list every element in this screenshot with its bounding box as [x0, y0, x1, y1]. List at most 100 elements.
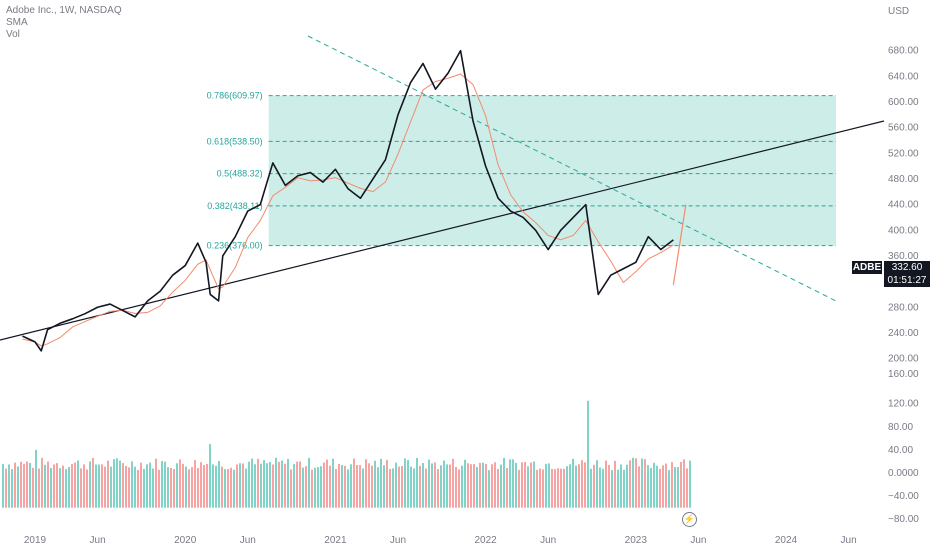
volume-bar [614, 460, 616, 508]
volume-bar [407, 460, 409, 508]
volume-bar [296, 461, 298, 508]
volume-bar [278, 461, 280, 508]
volume-tick-label: 80.00 [888, 422, 913, 433]
volume-bar [317, 467, 319, 508]
volume-bar [581, 460, 583, 508]
volume-bar [485, 463, 487, 508]
volume-bar [482, 462, 484, 508]
volume-bar [569, 464, 571, 508]
volume-bar [164, 461, 166, 508]
volume-bar [668, 470, 670, 508]
time-tick-label: 2021 [324, 535, 347, 546]
volume-bar [20, 461, 22, 508]
volume-bar [107, 460, 109, 508]
volume-bar [461, 465, 463, 508]
volume-bar [302, 467, 304, 508]
countdown: 01:51:27 [887, 275, 927, 286]
volume-bar [314, 467, 316, 508]
volume-bar [392, 468, 394, 508]
volume-bar [284, 463, 286, 508]
volume-bar [242, 463, 244, 508]
volume-bar [374, 460, 376, 508]
volume-tick-label: 120.00 [888, 399, 919, 410]
volume-bar [401, 466, 403, 508]
time-tick-label: Jun [90, 535, 106, 546]
volume-bar [503, 457, 505, 508]
volume-bar [113, 459, 115, 508]
price-value: 332.60 [891, 262, 923, 273]
volume-bar [176, 463, 178, 508]
time-tick-label: 2022 [474, 535, 497, 546]
price-tick-label: 520.00 [888, 148, 919, 159]
volume-bar [32, 467, 34, 508]
volume-bar [650, 467, 652, 508]
volume-bar [359, 465, 361, 508]
volume-bar [287, 458, 289, 508]
trend-line [0, 120, 885, 341]
volume-bar [23, 463, 25, 508]
volume-bar [257, 458, 259, 508]
volume-bar [413, 468, 415, 508]
volume-bar [470, 464, 472, 508]
time-tick-label: 2023 [625, 535, 648, 546]
volume-bar [545, 463, 547, 508]
volume-bar [398, 466, 400, 508]
volume-bar [86, 469, 88, 508]
volume-bar [437, 469, 439, 508]
volume-bar [473, 463, 475, 508]
volume-bar [2, 463, 4, 508]
price-tick-label: 360.00 [888, 251, 919, 262]
volume-bar [71, 464, 73, 508]
volume-bar [200, 462, 202, 508]
volume-bar [29, 462, 31, 508]
volume-bar [191, 467, 193, 508]
volume-bar [218, 460, 220, 508]
volume-bar [458, 469, 460, 508]
volume-bar [197, 468, 199, 508]
volume-bar [62, 465, 64, 508]
volume-bar [449, 464, 451, 508]
legend-sma[interactable]: SMA [6, 17, 28, 28]
volume-bar [53, 464, 55, 508]
volume-bar [251, 458, 253, 508]
volume-bar [293, 464, 295, 508]
volume-bar [80, 468, 82, 508]
volume-bar [512, 459, 514, 508]
volume-bar [227, 469, 229, 508]
time-tick-label: Jun [690, 535, 706, 546]
volume-bar [680, 462, 682, 508]
volume-tick-label: −40.00 [888, 491, 919, 502]
lightning-icon[interactable]: ⚡ [682, 512, 697, 527]
chart-legend: Adobe Inc., 1W, NASDAQ SMA Vol [6, 5, 122, 41]
volume-bar [68, 467, 70, 508]
volume-bar [416, 457, 418, 508]
volume-bar [380, 458, 382, 508]
fib-label: 0.786(609.97) [207, 91, 263, 101]
volume-bar [524, 462, 526, 508]
volume-bar [536, 469, 538, 508]
volume-bar [128, 467, 130, 508]
volume-bar [377, 467, 379, 508]
volume-bar [527, 466, 529, 508]
volume-bar [665, 463, 667, 508]
price-tick-label: 440.00 [888, 200, 919, 211]
volume-bar [446, 464, 448, 508]
volume-bar [74, 462, 76, 508]
volume-bar [320, 466, 322, 508]
volume-bar [212, 464, 214, 508]
legend-title[interactable]: Adobe Inc., 1W, NASDAQ [6, 5, 122, 16]
price-line [22, 49, 674, 352]
volume-bar [323, 462, 325, 508]
price-tick-label: 280.00 [888, 302, 919, 313]
volume-bar [428, 459, 430, 508]
legend-vol[interactable]: Vol [6, 29, 20, 40]
volume-bar [47, 461, 49, 508]
volume-bar [167, 467, 169, 508]
fib-label: 0.236(376.00) [207, 241, 263, 251]
price-tick-label: 200.00 [888, 354, 919, 365]
volume-bar [479, 462, 481, 508]
volume-bar [434, 462, 436, 508]
volume-bar [119, 460, 121, 508]
